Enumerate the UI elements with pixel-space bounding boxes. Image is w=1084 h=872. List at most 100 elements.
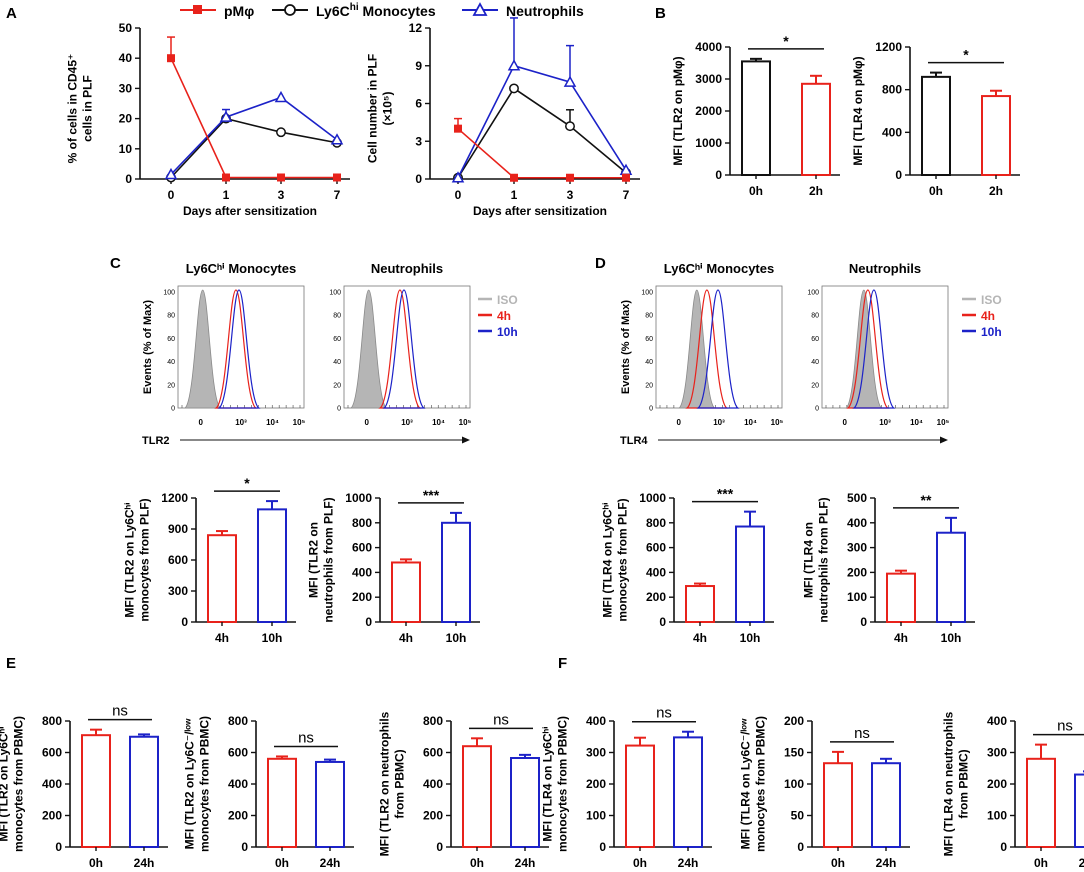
bar — [510, 757, 540, 849]
chart-panel-F-neutrophils: 0 100 200 300 400 0h 24h ns MFI (TLR4 on neutrop… — [942, 711, 1084, 870]
y-tick-label: 600 — [42, 746, 62, 760]
y-axis-label-line: MFI (TLR4 on Ly6C⁻/ˡᵒʷ — [739, 718, 753, 850]
x-tick-label: 0h — [633, 856, 647, 870]
x-tick-label: 0h — [929, 184, 943, 198]
y-axis-label: MFI (TLR4 onneutrophils from PLF) — [802, 497, 831, 622]
y-tick-label: 3 — [415, 134, 422, 148]
y-tick-label: 800 — [882, 83, 902, 97]
legend-A: pMφ Ly6Chi Monocytes Neutrophils — [180, 2, 584, 19]
data-point — [566, 173, 574, 182]
chart-panel-B-tlr2: 0 1000 2000 3000 4000 0h 2h * MFI (TLR2 on pMφ) — [671, 33, 840, 198]
data-point — [333, 173, 341, 182]
y-tick-label: 80 — [645, 313, 653, 320]
y-tick-label: 1000 — [695, 136, 722, 150]
x-tick-label: 24h — [1079, 856, 1084, 870]
chart-panel-D-monocytes: 0 200 400 600 800 1000 4h 10h *** MFI (TLR4 on Ly… — [601, 486, 774, 645]
x-tick-label: 0h — [89, 856, 103, 870]
y-tick-label: 500 — [847, 491, 867, 505]
y-axis-label: MFI (TLR2 on Ly6Cʰⁱmonocytes from PLF) — [123, 498, 152, 621]
panel-letter-C: C — [110, 255, 121, 272]
y-tick-label: 10 — [119, 142, 133, 156]
chart-panel-E-ly6clow: 0 200 400 600 800 0h 24h ns MFI (TLR2 on Ly6C⁻/ˡ… — [183, 714, 354, 870]
x-tick-label: 10⁵ — [459, 418, 472, 427]
bar — [315, 760, 345, 849]
x-tick-label: 2h — [809, 184, 823, 198]
y-tick-label: 800 — [423, 714, 443, 728]
y-tick-label: 0 — [171, 406, 175, 413]
x-tick-label: 24h — [678, 856, 699, 870]
x-tick-label: 1 — [223, 188, 230, 202]
x-tick-label: 10h — [446, 631, 467, 645]
y-tick-label: 40 — [333, 359, 341, 366]
bar — [207, 534, 237, 624]
y-axis-label: Events (% of Max) — [620, 300, 632, 394]
y-tick-label: 1000 — [345, 491, 372, 505]
y-axis-label-line: MFI (TLR4 on — [802, 522, 816, 598]
y-tick-label: 0 — [860, 615, 867, 629]
x-tick-label: 7 — [623, 188, 630, 202]
y-tick-label: 30 — [119, 81, 133, 95]
y-tick-label: 100 — [847, 590, 867, 604]
legend-label: Neutrophils — [506, 3, 584, 19]
y-tick-label: 200 — [987, 777, 1007, 791]
y-tick-label: 800 — [646, 516, 666, 530]
y-tick-label: 9 — [415, 59, 422, 73]
x-tick-label: 10⁵ — [937, 418, 950, 427]
y-tick-label: 1200 — [875, 40, 902, 54]
y-axis-label-line: monocytes from PBMC) — [198, 716, 212, 852]
y-axis-label-line: monocytes from PBMC) — [556, 716, 570, 852]
series-line — [170, 57, 337, 179]
data-point — [622, 173, 630, 182]
y-tick-label: 0 — [365, 615, 372, 629]
y-axis-label: MFI (TLR2 on neutrophilsfrom PBMC) — [378, 711, 407, 856]
y-tick-label: 20 — [333, 382, 341, 389]
y-tick-label: 0 — [415, 172, 422, 186]
y-axis-label-line: monocytes from PLF) — [138, 498, 152, 621]
y-axis-label-line: MFI (TLR4 on Ly6Cʰⁱ — [541, 726, 555, 841]
bar — [625, 744, 655, 849]
flow-legend-iso: ISO — [981, 293, 1002, 307]
histogram-iso — [350, 289, 388, 409]
x-tick-label: 10⁵ — [293, 418, 306, 427]
y-tick-label: 20 — [645, 382, 653, 389]
x-tick-label: 0 — [168, 188, 175, 202]
x-axis-label: Days after sensitization — [183, 204, 317, 218]
series-line — [457, 64, 627, 179]
bar — [1074, 773, 1084, 848]
x-tick-label: 10³ — [401, 418, 413, 427]
y-tick-label: 100 — [641, 290, 653, 297]
histogram-4h — [846, 289, 890, 409]
y-tick-label: 0 — [649, 406, 653, 413]
y-axis-label: MFI (TLR4 on Ly6C⁻/ˡᵒʷmonocytes from PBM… — [739, 716, 768, 852]
y-tick-label: 40 — [645, 359, 653, 366]
y-tick-label: 0 — [241, 840, 248, 854]
y-tick-label: 900 — [168, 522, 188, 536]
y-tick-label: 300 — [168, 584, 188, 598]
x-tick-label: 10³ — [879, 418, 891, 427]
histogram-title: Ly6Cʰⁱ Monocytes — [664, 261, 774, 276]
x-tick-label: 4h — [399, 631, 413, 645]
y-axis-label-line: from PBMC) — [393, 749, 407, 818]
x-tick-label: 4h — [693, 631, 707, 645]
x-tick-label: 0 — [842, 418, 847, 427]
y-axis-label-line: MFI (TLR4 on neutrophils — [942, 711, 956, 856]
flow-legend-10h: 10h — [981, 325, 1002, 339]
chart-panel-C-neutrophils: 0 200 400 600 800 1000 4h 10h *** MFI (TLR2 onneu… — [307, 487, 480, 645]
y-axis-label-line: monocytes from PBMC) — [754, 716, 768, 852]
x-tick-label: 10⁴ — [910, 418, 923, 427]
y-axis-label-line: MFI (TLR4 on Ly6Cʰⁱ — [601, 502, 615, 617]
y-tick-label: 600 — [228, 746, 248, 760]
y-tick-label: 0 — [436, 840, 443, 854]
y-tick-label: 100 — [163, 290, 175, 297]
y-axis-label-line: monocytes from PLF) — [616, 498, 630, 621]
x-tick-label: 10⁴ — [744, 418, 757, 427]
y-tick-label: 300 — [987, 746, 1007, 760]
bar — [257, 508, 287, 623]
y-tick-label: 200 — [42, 809, 62, 823]
y-axis-label: MFI (TLR4 on Ly6Cʰⁱmonocytes from PLF) — [601, 498, 630, 621]
y-tick-label: 200 — [228, 809, 248, 823]
x-tick-label: 3 — [278, 188, 285, 202]
y-axis-label: MFI (TLR2 on pMφ) — [671, 56, 685, 165]
x-tick-label: 0 — [676, 418, 681, 427]
